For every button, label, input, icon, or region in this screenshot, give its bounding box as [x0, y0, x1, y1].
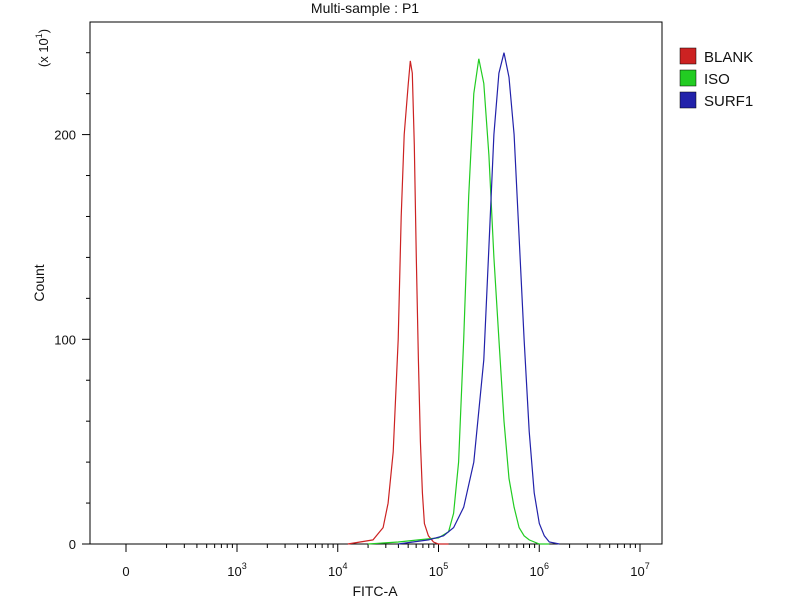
- y-axis-label: Count: [31, 264, 47, 301]
- x-tick-exponent: 6: [544, 561, 549, 571]
- svg-text:(x 101): (x 101): [34, 29, 51, 67]
- x-tick-base: 10: [429, 564, 443, 579]
- legend-swatch: [679, 69, 697, 87]
- x-tick-label: 106: [530, 561, 549, 579]
- x-tick-label: 104: [328, 561, 347, 579]
- legend-label: BLANK: [704, 49, 753, 66]
- legend-swatch: [679, 91, 697, 109]
- y-tick-label: 100: [54, 332, 76, 347]
- x-tick-exponent: 4: [342, 561, 347, 571]
- x-tick-base: 10: [328, 564, 342, 579]
- series-line-surf1: [398, 52, 560, 545]
- series-group: [347, 52, 560, 545]
- chart-title: Multi-sample : P1: [311, 0, 419, 16]
- y-tick-label: 0: [69, 537, 76, 552]
- series-line-blank: [347, 60, 449, 545]
- y-multiplier-exp: 1: [34, 33, 44, 38]
- x-tick-label: 103: [227, 561, 246, 579]
- x-tick-exponent: 7: [645, 561, 650, 571]
- x-tick-base: 0: [122, 564, 129, 579]
- x-tick-exponent: 5: [443, 561, 448, 571]
- x-tick-base: 10: [227, 564, 241, 579]
- x-tick-base: 10: [630, 564, 644, 579]
- y-multiplier-base: (x 10: [36, 38, 51, 67]
- x-tick-label: 0: [122, 564, 129, 579]
- legend: BLANK ISO SURF1: [679, 47, 753, 110]
- y-multiplier: (x 101): [34, 29, 51, 67]
- legend-swatch: [679, 47, 697, 65]
- y-tick-label: 200: [54, 128, 76, 143]
- x-axis-label: FITC-A: [352, 583, 398, 599]
- legend-label: ISO: [704, 71, 730, 88]
- x-tick-exponent: 3: [242, 561, 247, 571]
- plot-frame: [89, 21, 663, 545]
- x-tick-label: 105: [429, 561, 448, 579]
- x-tick-label: 107: [630, 561, 649, 579]
- x-tick-base: 10: [530, 564, 544, 579]
- legend-label: SURF1: [704, 93, 753, 110]
- y-multiplier-close: ): [36, 29, 51, 33]
